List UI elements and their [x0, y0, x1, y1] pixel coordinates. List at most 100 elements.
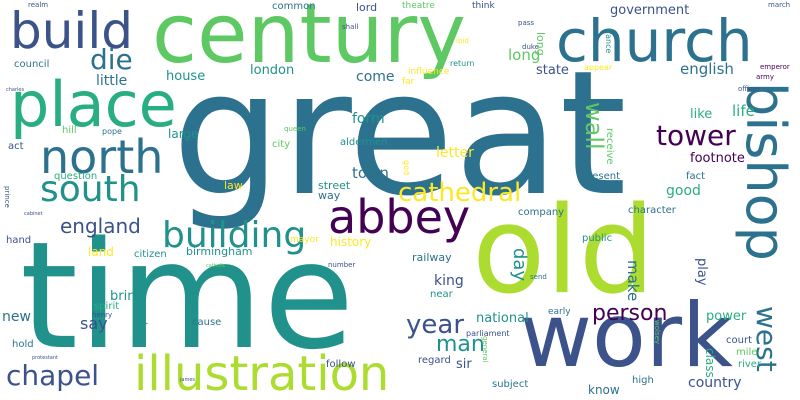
word-new: new — [2, 309, 31, 325]
word-town: town — [352, 164, 389, 182]
word-good: good — [666, 183, 701, 199]
word-city: city — [272, 139, 291, 150]
word-far: far — [402, 77, 415, 87]
word-come: come — [356, 69, 395, 85]
word-south: south — [40, 169, 141, 210]
word-english: english — [680, 60, 734, 78]
word-long-h: long — [508, 46, 541, 64]
word-present: present — [582, 171, 621, 182]
word-mayor: mayor — [290, 235, 319, 245]
word-ibid: ibid — [456, 37, 469, 45]
word-question: question — [54, 171, 98, 182]
word-fact: fact — [686, 171, 706, 182]
word-river: river — [738, 359, 762, 370]
word-history: history — [330, 235, 372, 249]
word-large: large — [168, 127, 199, 141]
word-near: near — [430, 289, 453, 300]
word-officer: officer — [738, 85, 761, 93]
word-know: know — [588, 383, 620, 397]
word-pope: pope — [102, 127, 122, 136]
word-spirit: spirit — [94, 301, 120, 312]
word-march: march — [768, 1, 791, 9]
word-class: class — [703, 348, 717, 378]
word-national: national — [476, 311, 529, 326]
word-tower: tower — [656, 119, 736, 152]
word-follow: follow — [326, 359, 356, 370]
word-letter: letter — [436, 145, 474, 161]
word-abbey: abbey — [328, 190, 471, 244]
word-mile: mile — [736, 347, 758, 358]
word-duke: duke — [522, 43, 539, 51]
word-london: london — [250, 63, 295, 78]
word-old: old — [472, 182, 655, 321]
word-think: think — [472, 1, 495, 11]
word-queen: queen — [284, 125, 306, 133]
word-cause: cause — [192, 317, 222, 328]
word-north: north — [40, 130, 164, 184]
word-person: person — [592, 301, 668, 326]
word-man: man — [436, 332, 485, 357]
word-birmingham: birmingham — [186, 245, 253, 258]
word-work: work — [520, 284, 733, 387]
word-general: general — [481, 336, 489, 363]
word-act: act — [8, 141, 24, 152]
word-cabinet: cabinet — [24, 211, 43, 217]
word-wall: wall — [580, 102, 608, 150]
word-way: way — [318, 189, 341, 202]
word-theatre: theatre — [402, 1, 435, 11]
word-country: country — [688, 375, 742, 391]
word-company: company — [518, 207, 565, 218]
word-cathedral: cathedral — [398, 178, 522, 208]
word-time: time — [20, 210, 355, 382]
word-state: state — [536, 63, 569, 78]
word-church: church — [556, 7, 753, 75]
word-court: court — [726, 335, 752, 346]
word-france: france — [604, 28, 613, 54]
word-hold: hold — [12, 339, 34, 350]
word-power: power — [706, 309, 747, 324]
word-great: great — [172, 33, 627, 234]
word-die: die — [90, 43, 133, 76]
word-god: god — [402, 160, 411, 176]
word-council: council — [14, 59, 50, 70]
word-emperor: emperor — [760, 63, 790, 71]
word-house: house — [166, 69, 206, 84]
word-sir: sir — [456, 357, 472, 372]
word-common: common — [272, 1, 316, 12]
word-say: say — [80, 314, 108, 333]
word-wolsey: wolsey — [653, 320, 661, 345]
word-subject: subject — [492, 379, 529, 390]
word-little: little — [96, 73, 128, 89]
word-life: life — [732, 102, 755, 120]
word-law: law — [224, 179, 243, 192]
word-century: century — [152, 0, 466, 82]
word-citizen: citizen — [134, 249, 167, 260]
word-number: number — [328, 261, 356, 269]
word-charles: charles — [6, 87, 25, 93]
word-form: form — [352, 111, 385, 127]
word-high: high — [632, 375, 654, 386]
word-prince: prince — [3, 186, 11, 208]
word-early: early — [548, 307, 571, 317]
word-building: building — [162, 215, 307, 256]
word-appear: appear — [584, 63, 613, 72]
word-return: return — [450, 59, 475, 68]
word-james: james — [180, 377, 196, 383]
word-england: england — [60, 214, 141, 238]
word-public: public — [582, 233, 613, 244]
word-henry: henry — [92, 311, 113, 319]
word-like: like — [690, 107, 713, 122]
word-year: year — [406, 310, 465, 340]
word-send: send — [530, 273, 547, 281]
word-make: make — [624, 260, 642, 302]
word-build: build — [10, 2, 133, 60]
word-parliament: parliament — [466, 329, 510, 338]
word-hand: hand — [6, 235, 32, 246]
word-realm: realm — [28, 1, 49, 9]
word-protestant: protestant — [32, 355, 58, 361]
word-king: king — [434, 273, 464, 289]
word-street: street — [318, 179, 351, 192]
word-catholic: catholic — [206, 263, 226, 269]
word-regard: regard — [418, 355, 451, 366]
